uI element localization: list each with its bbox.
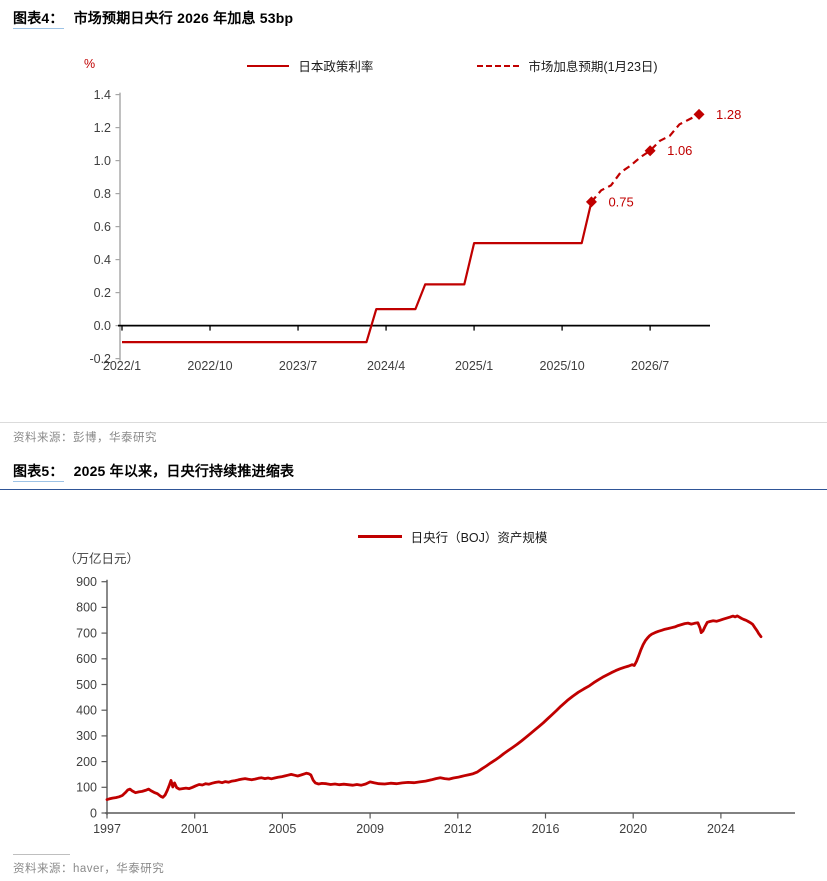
figure5-title-text: 2025 年以来，日央行持续推进缩表 (73, 463, 295, 479)
x-tick-label: 2024 (707, 822, 735, 836)
figure5-tag: 图表5： (13, 463, 64, 482)
figure4-unit-label: % (84, 57, 96, 71)
legend-item-policy-rate: 日本政策利率 (247, 56, 373, 75)
dashed-line-swatch (477, 64, 520, 67)
y-tick-label: -0.2 (89, 352, 111, 366)
legend-item-market-expectation: 市场加息预期(1月23日) (477, 56, 658, 75)
diamond-marker (644, 145, 656, 157)
series-dashed (590, 113, 700, 203)
y-tick-label: 1.4 (94, 88, 111, 102)
y-tick-label: 200 (76, 755, 97, 769)
y-tick-label: 600 (76, 652, 97, 666)
legend-label: 日本政策利率 (298, 60, 374, 74)
figure4-tag: 图表4： (13, 10, 64, 29)
solid-line-swatch (357, 535, 402, 538)
figure5-legend: 日央行（BOJ）资产规模 (0, 527, 827, 546)
y-tick-label: 0.6 (94, 220, 111, 234)
figure5-source: 资料来源：haver，华泰研究 (13, 863, 165, 875)
x-tick-label: 2009 (356, 822, 384, 836)
x-tick-label: 2025/1 (455, 359, 493, 373)
y-tick-label: 0.8 (94, 187, 111, 201)
x-tick-label: 2001 (181, 822, 209, 836)
solid-line-swatch (247, 64, 290, 67)
series-solid (105, 614, 763, 801)
y-tick-label: 800 (76, 601, 97, 615)
marker-label: 1.28 (716, 107, 741, 122)
x-tick-label: 2020 (619, 822, 647, 836)
y-tick-label: 0.0 (94, 319, 111, 333)
x-tick-label: 2026/7 (631, 359, 669, 373)
y-tick-label: 0 (90, 806, 97, 820)
y-tick-label: 0.2 (94, 286, 111, 300)
x-tick-label: 2025/10 (540, 359, 585, 373)
y-tick-label: 400 (76, 704, 97, 718)
x-tick-label: 2016 (532, 822, 560, 836)
y-tick-label: 300 (76, 729, 97, 743)
legend-label: 日央行（BOJ）资产规模 (410, 531, 548, 545)
figure5-title: 图表5： 2025 年以来，日央行持续推进缩表 (0, 457, 827, 490)
divider-rule-short (13, 854, 70, 855)
marker-label: 1.06 (667, 143, 692, 158)
y-tick-label: 100 (76, 781, 97, 795)
boj-assets-chart: 0 100 200 300 400 500 600 700 800 900 1997 2001 2005… (76, 575, 795, 836)
policy-rate-chart: -0.2 0.0 0.2 0.4 0.6 0.8 1.0 1.2 1.4 2022/1 2022/1… (89, 88, 741, 373)
y-tick-label: 500 (76, 678, 97, 692)
y-tick-label: 1.2 (94, 121, 111, 135)
diamond-marker (585, 196, 597, 208)
figure5-unit-label: （万亿日元） (64, 552, 140, 566)
y-tick-label: 900 (76, 575, 97, 589)
x-tick-label: 2024/4 (367, 359, 405, 373)
x-tick-label: 1997 (93, 822, 121, 836)
series-solid (122, 201, 593, 344)
legend-label: 市场加息预期(1月23日) (528, 60, 658, 74)
figure4-title: 图表4： 市场预期日央行 2026 年加息 53bp (13, 8, 294, 29)
figure4-title-text: 市场预期日央行 2026 年加息 53bp (73, 10, 294, 26)
y-tick-label: 0.4 (94, 253, 111, 267)
x-tick-label: 2022/10 (187, 359, 232, 373)
divider-rule (0, 422, 827, 423)
x-tick-label: 2023/7 (279, 359, 317, 373)
figure4-source: 资料来源：彭博，华泰研究 (13, 432, 157, 444)
x-tick-label: 2022/1 (103, 359, 141, 373)
marker-label: 0.75 (608, 194, 633, 209)
x-tick-label: 2012 (444, 822, 472, 836)
diamond-marker (693, 108, 705, 120)
y-tick-label: 700 (76, 626, 97, 640)
figure4-legend: 日本政策利率 市场加息预期(1月23日) (0, 56, 827, 75)
legend-item-boj-assets: 日央行（BOJ）资产规模 (357, 527, 548, 546)
x-tick-label: 2005 (268, 822, 296, 836)
y-tick-label: 1.0 (94, 154, 111, 168)
